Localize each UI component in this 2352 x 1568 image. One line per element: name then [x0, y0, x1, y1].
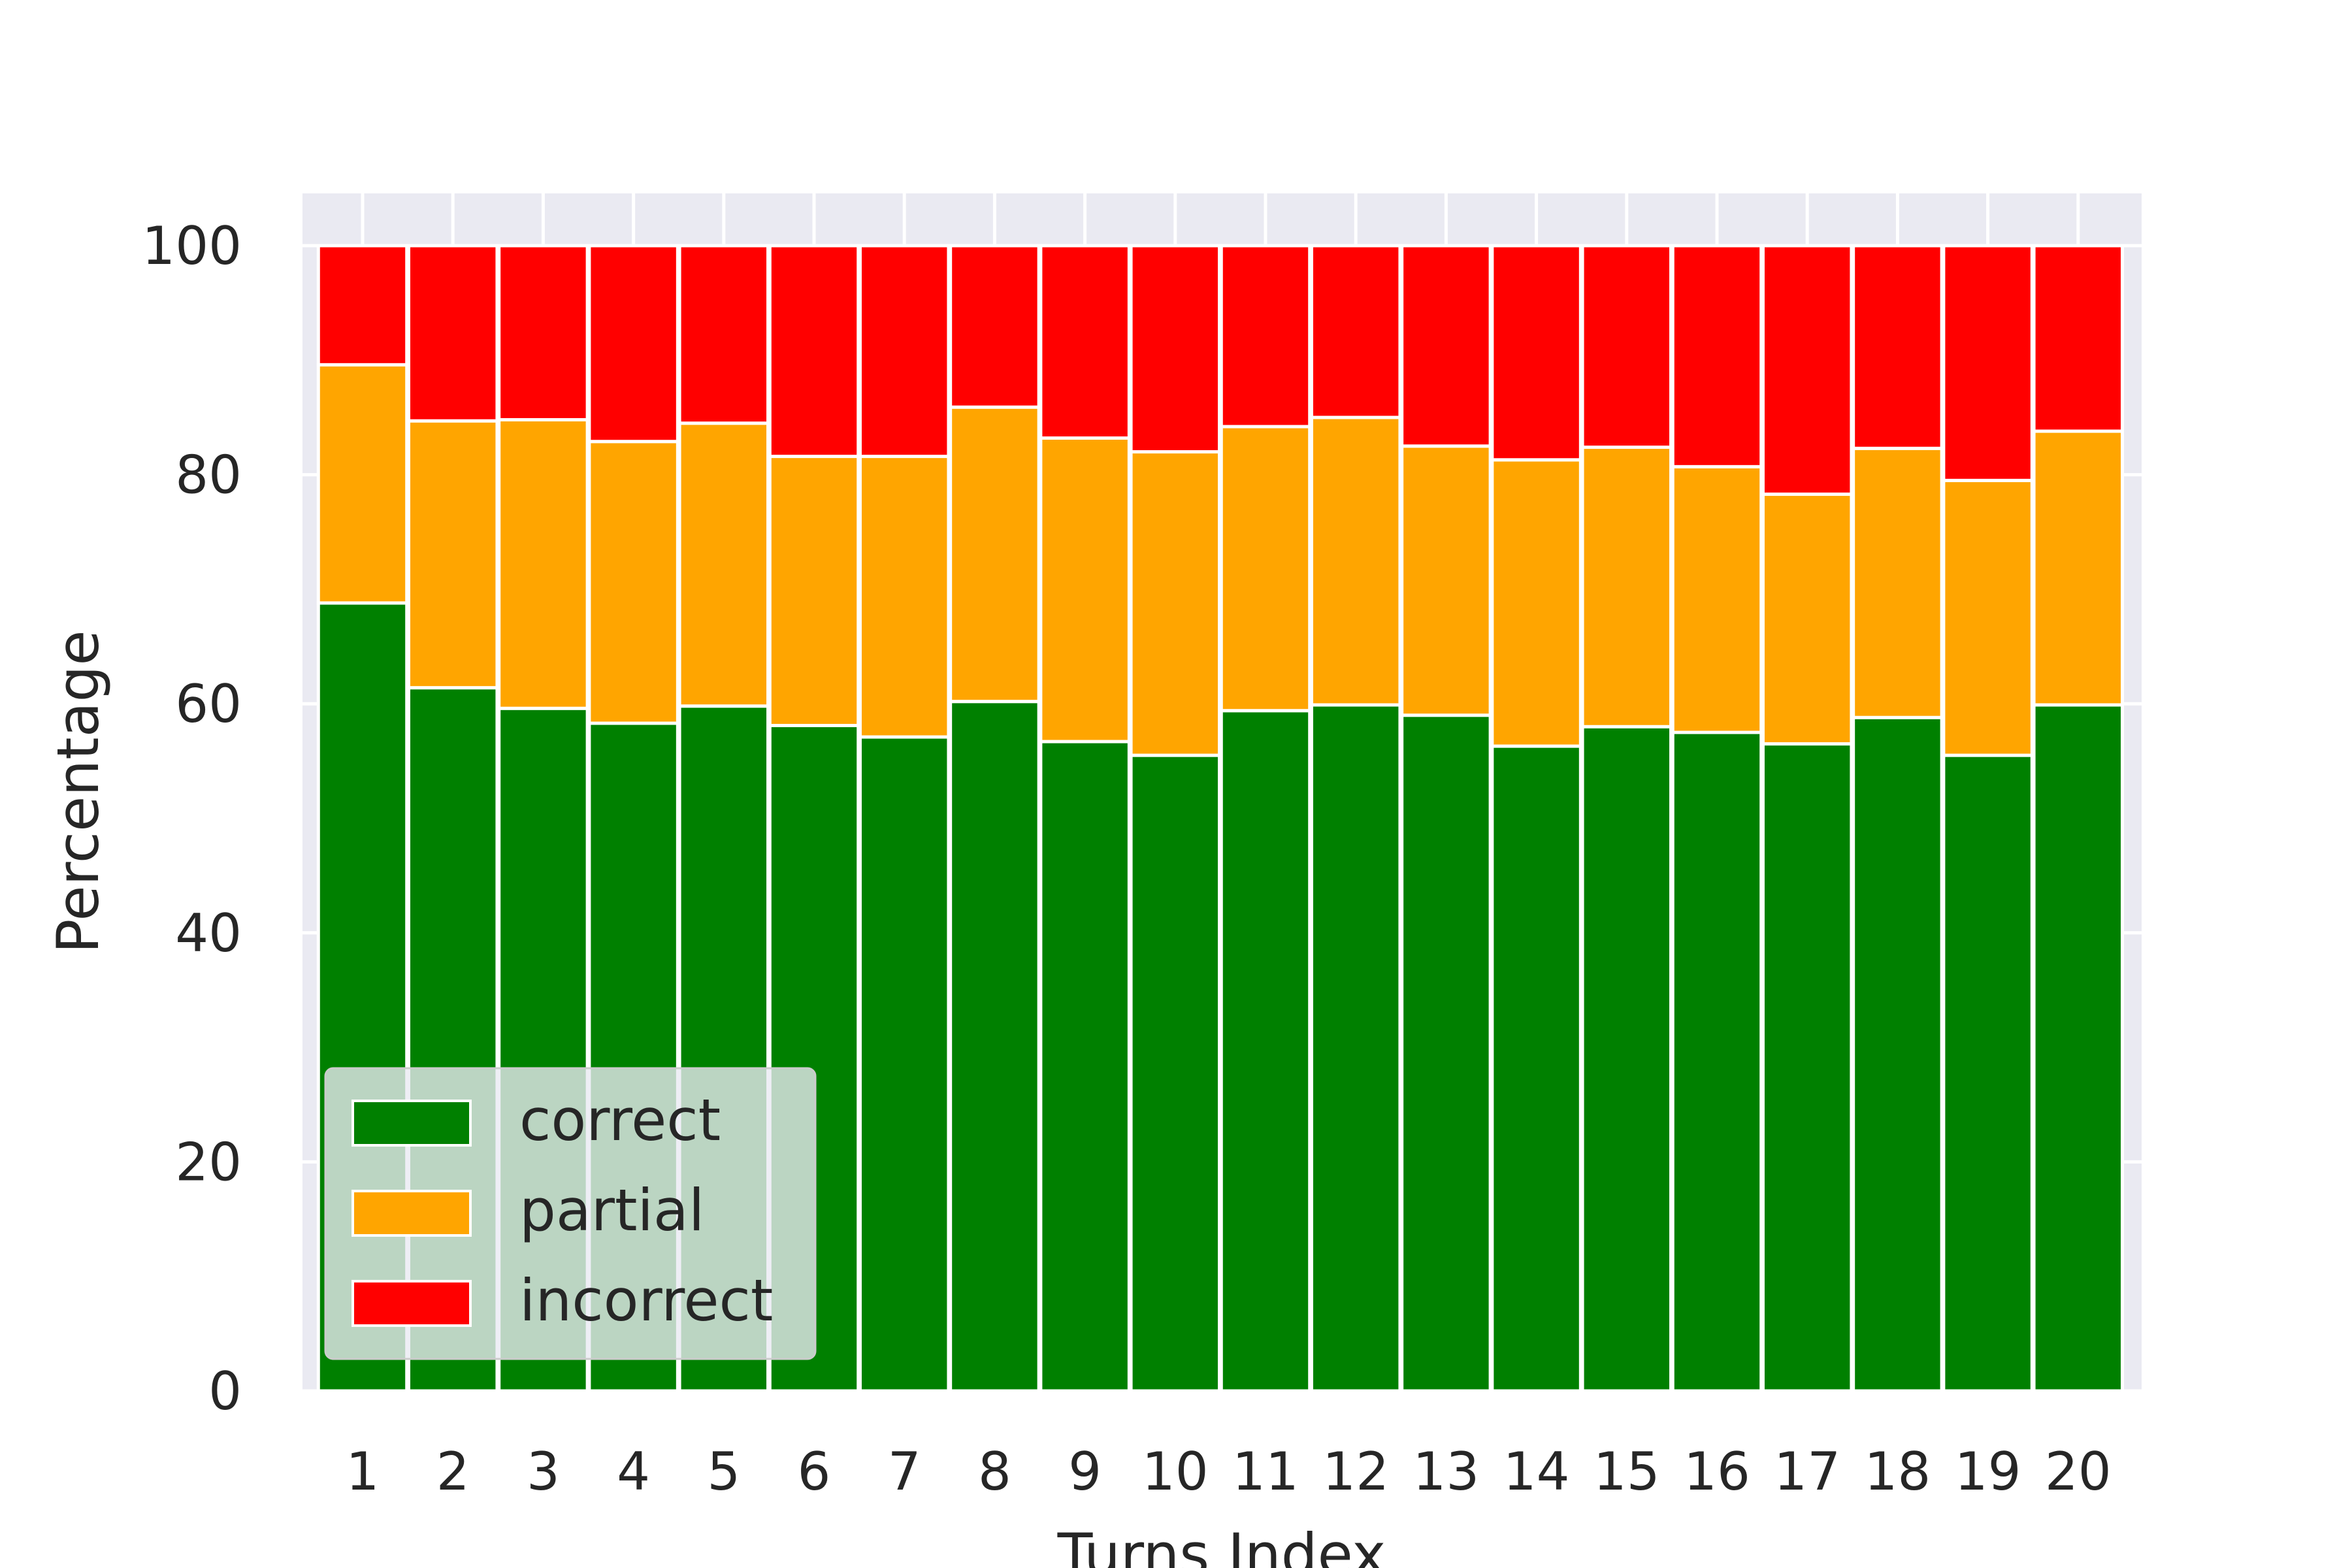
- bar-correct-19: [1942, 753, 2034, 1393]
- bar-incorrect-7: [858, 244, 951, 459]
- y-tick-label-60: 60: [175, 674, 242, 734]
- y-tick-label-80: 80: [175, 445, 242, 506]
- bar-partial-20: [2032, 429, 2125, 707]
- x-tick-label-14: 14: [1503, 1441, 1570, 1502]
- bar-partial-11: [1219, 425, 1312, 713]
- x-tick-label-18: 18: [1865, 1441, 1931, 1502]
- x-tick-label-1: 1: [346, 1441, 380, 1502]
- bar-incorrect-8: [949, 244, 1041, 409]
- x-tick-label-20: 20: [2045, 1441, 2112, 1502]
- bar-incorrect-10: [1129, 244, 1222, 454]
- x-axis-label: Turns Index: [1057, 1521, 1386, 1568]
- x-tick-label-2: 2: [436, 1441, 470, 1502]
- bar-correct-18: [1852, 715, 1944, 1393]
- bar-correct-12: [1309, 703, 1402, 1393]
- bar-incorrect-11: [1219, 244, 1312, 429]
- bar-correct-20: [2032, 703, 2125, 1393]
- bar-partial-8: [949, 405, 1041, 704]
- bar-partial-3: [497, 417, 589, 710]
- bar-incorrect-6: [768, 244, 860, 459]
- bar-correct-11: [1219, 709, 1312, 1393]
- x-tick-label-4: 4: [617, 1441, 650, 1502]
- bar-incorrect-9: [1039, 244, 1131, 440]
- bar-partial-7: [858, 455, 951, 739]
- bar-incorrect-3: [497, 244, 589, 421]
- legend: correct partial incorrect: [324, 1067, 817, 1360]
- x-tick-label-11: 11: [1232, 1441, 1299, 1502]
- legend-label-partial: partial: [519, 1177, 704, 1244]
- x-tick-label-6: 6: [798, 1441, 831, 1502]
- x-tick-label-13: 13: [1413, 1441, 1480, 1502]
- bar-partial-5: [678, 421, 770, 708]
- bar-incorrect-15: [1580, 244, 1673, 449]
- x-tick-label-5: 5: [707, 1441, 740, 1502]
- x-tick-label-12: 12: [1322, 1441, 1389, 1502]
- x-tick-label-15: 15: [1593, 1441, 1660, 1502]
- bar-incorrect-18: [1852, 244, 1944, 450]
- x-tick-label-7: 7: [888, 1441, 921, 1502]
- legend-label-correct: correct: [519, 1086, 721, 1154]
- bar-correct-9: [1039, 740, 1131, 1393]
- bar-incorrect-20: [2032, 244, 2125, 433]
- x-tick-label-9: 9: [1068, 1441, 1102, 1502]
- x-tick-labels: 1 2 3 4 5 6 7 8 9 10 11 12 13 14 15 16 17 18 19 20: [346, 1441, 2112, 1502]
- x-tick-label-10: 10: [1142, 1441, 1209, 1502]
- bar-correct-14: [1490, 744, 1582, 1393]
- y-tick-labels: 0 20 40 60 80 100: [142, 216, 242, 1422]
- bar-correct-8: [949, 700, 1041, 1393]
- bar-partial-17: [1761, 492, 1854, 746]
- bar-partial-4: [587, 440, 679, 725]
- x-tick-label-8: 8: [978, 1441, 1011, 1502]
- x-tick-label-16: 16: [1684, 1441, 1750, 1502]
- bar-correct-10: [1129, 753, 1222, 1393]
- bar-incorrect-2: [406, 244, 499, 423]
- legend-swatch-incorrect: [351, 1280, 472, 1327]
- bar-partial-12: [1309, 416, 1402, 707]
- bar-partial-13: [1400, 444, 1492, 717]
- bar-partial-14: [1490, 458, 1582, 748]
- y-tick-label-40: 40: [175, 903, 242, 964]
- x-tick-label-19: 19: [1955, 1441, 2021, 1502]
- bar-partial-6: [768, 455, 860, 728]
- legend-swatch-partial: [351, 1190, 472, 1237]
- bar-partial-10: [1129, 450, 1222, 757]
- bar-correct-13: [1400, 713, 1492, 1393]
- bar-correct-17: [1761, 742, 1854, 1393]
- bar-partial-19: [1942, 478, 2034, 757]
- bar-incorrect-4: [587, 244, 679, 444]
- bar-correct-15: [1580, 725, 1673, 1393]
- y-tick-label-20: 20: [175, 1132, 242, 1192]
- bar-partial-18: [1852, 446, 1944, 719]
- x-tick-label-17: 17: [1774, 1441, 1840, 1502]
- bar-partial-16: [1671, 465, 1763, 734]
- bar-incorrect-1: [316, 244, 409, 367]
- y-axis-label: Percentage: [44, 630, 112, 953]
- bars: [316, 244, 2125, 1393]
- bar-incorrect-19: [1942, 244, 2034, 482]
- bar-incorrect-14: [1490, 244, 1582, 462]
- y-tick-label-100: 100: [142, 216, 242, 276]
- bar-partial-1: [316, 363, 409, 605]
- bar-correct-16: [1671, 730, 1763, 1393]
- y-tick-label-0: 0: [208, 1361, 242, 1422]
- bar-incorrect-5: [678, 244, 770, 425]
- bar-partial-2: [406, 419, 499, 690]
- bar-partial-9: [1039, 436, 1131, 743]
- legend-swatch-correct: [351, 1100, 472, 1147]
- bar-correct-7: [858, 735, 951, 1393]
- bar-partial-15: [1580, 446, 1673, 728]
- x-tick-label-3: 3: [527, 1441, 560, 1502]
- legend-label-incorrect: incorrect: [519, 1267, 773, 1334]
- bar-incorrect-13: [1400, 244, 1492, 448]
- bar-incorrect-17: [1761, 244, 1854, 496]
- bar-incorrect-16: [1671, 244, 1763, 468]
- bar-incorrect-12: [1309, 244, 1402, 419]
